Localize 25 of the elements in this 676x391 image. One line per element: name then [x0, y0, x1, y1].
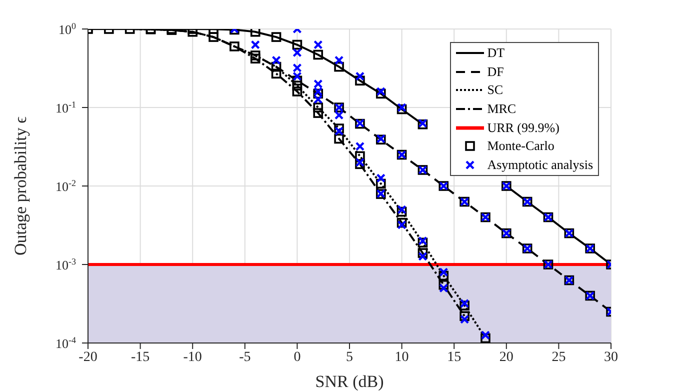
x-tick-label: -5 — [239, 350, 251, 365]
x-tick-label: 20 — [499, 350, 514, 365]
legend-label: URR (99.9%) — [487, 120, 560, 136]
legend-label: Monte-Carlo — [487, 138, 554, 154]
x-tick-label: -15 — [130, 350, 150, 365]
x-tick-label: 25 — [552, 350, 566, 365]
legend-label: Asymptotic analysis — [487, 156, 593, 173]
x-tick-label: 30 — [604, 350, 618, 365]
x-tick-label: 15 — [447, 350, 462, 365]
x-axis-title: SNR (dB) — [315, 372, 384, 391]
y-axis-title: Outage probability ϵ — [11, 116, 30, 256]
x-tick-label: -20 — [78, 350, 98, 365]
x-tick-label: -10 — [183, 350, 202, 365]
y-tick-label: 10$^{-4}$ — [56, 335, 76, 351]
legend-label: SC — [487, 82, 504, 98]
x-tick-label: 10 — [394, 350, 409, 365]
legend-label: DF — [487, 64, 504, 80]
y-tick-label: 10$^{-1}$ — [56, 100, 76, 116]
y-tick-label: 10$^{-2}$ — [56, 178, 76, 194]
x-tick-label: 5 — [346, 350, 353, 365]
x-tick-label: 0 — [294, 350, 301, 365]
y-tick-label: 10$^{0}$ — [58, 21, 76, 37]
y-tick-label: 10$^{-3}$ — [56, 256, 76, 272]
legend-label: MRC — [487, 101, 516, 118]
legend-label: DT — [487, 45, 505, 62]
